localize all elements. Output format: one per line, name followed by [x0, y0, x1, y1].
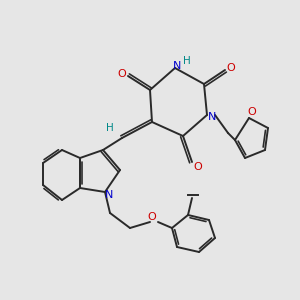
Text: O: O [194, 162, 202, 172]
Text: O: O [118, 69, 126, 79]
Text: H: H [106, 123, 114, 133]
Text: O: O [226, 63, 236, 73]
Text: N: N [105, 190, 113, 200]
Text: H: H [183, 56, 191, 66]
Text: N: N [208, 112, 216, 122]
Text: N: N [173, 61, 181, 71]
Text: O: O [148, 212, 156, 222]
Text: O: O [248, 107, 256, 117]
